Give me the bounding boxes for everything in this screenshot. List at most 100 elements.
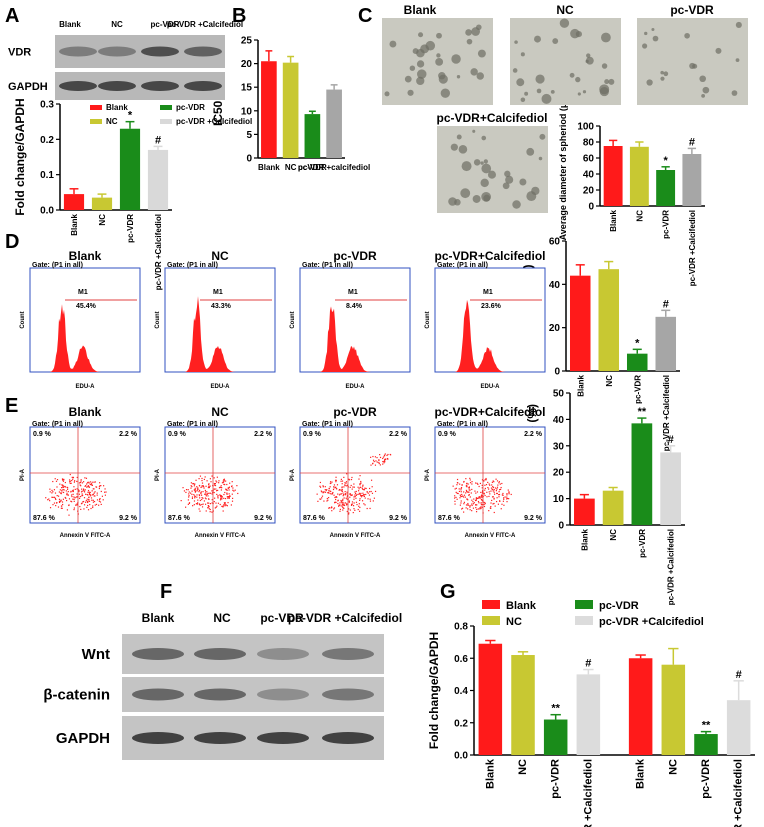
event-dot (498, 482, 500, 484)
event-dot (387, 458, 389, 460)
event-dot (333, 487, 335, 489)
event-dot (498, 489, 501, 491)
spheroid (575, 76, 581, 83)
event-dot (54, 478, 56, 480)
event-dot (220, 495, 222, 497)
event-dot (87, 486, 89, 488)
spheroid (644, 31, 648, 36)
event-dot (223, 483, 225, 485)
event-dot (508, 491, 510, 493)
event-dot (340, 501, 343, 503)
event-dot (214, 482, 216, 485)
event-dot (92, 501, 95, 503)
spheroid (570, 28, 580, 39)
event-dot (90, 497, 93, 499)
bar (628, 658, 653, 755)
event-dot (461, 507, 464, 509)
event-dot (343, 494, 345, 496)
event-dot (73, 509, 75, 511)
event-dot (469, 496, 471, 498)
event-dot (502, 494, 504, 496)
bar (304, 114, 321, 158)
plot-title: Blank (69, 405, 102, 419)
event-dot (476, 508, 478, 511)
spheroid (436, 32, 442, 39)
event-dot (91, 499, 93, 501)
spheroid (642, 43, 648, 49)
event-dot (465, 489, 468, 492)
event-dot (506, 501, 508, 503)
event-dot (469, 506, 471, 508)
event-dot (206, 493, 208, 495)
event-dot (207, 492, 209, 495)
event-dot (503, 497, 505, 499)
marker-label: M1 (348, 289, 358, 296)
event-dot (213, 501, 215, 503)
event-dot (226, 489, 228, 491)
event-dot (386, 454, 388, 457)
event-dot (469, 482, 472, 484)
legend-label: pc-VDR +Calcifediol (599, 616, 704, 628)
event-dot (343, 486, 345, 488)
event-dot (62, 485, 64, 487)
event-dot (492, 488, 494, 490)
event-dot (104, 494, 106, 496)
event-dot (90, 483, 93, 485)
event-dot (219, 494, 222, 497)
event-dot (196, 490, 198, 492)
event-dot (338, 505, 340, 507)
event-dot (80, 480, 82, 482)
event-dot (208, 502, 210, 504)
event-dot (223, 480, 225, 482)
marker-label: M1 (78, 289, 88, 296)
event-dot (98, 500, 100, 502)
event-dot (476, 497, 478, 500)
event-dot (340, 480, 342, 482)
event-dot (333, 508, 335, 510)
event-dot (480, 498, 483, 501)
event-dot (464, 496, 466, 498)
event-dot (346, 498, 348, 500)
x-tick-label: pc-VDR +Calcifediol (662, 375, 671, 451)
event-dot (475, 511, 478, 513)
event-dot (498, 493, 501, 496)
event-dot (223, 502, 226, 504)
event-dot (230, 504, 232, 506)
y-axis-label: Count (290, 311, 296, 328)
spheroid (440, 88, 450, 98)
event-dot (61, 491, 63, 493)
event-dot (369, 507, 371, 510)
event-dot (88, 493, 91, 496)
spheroid (534, 35, 541, 43)
event-dot (358, 505, 360, 507)
event-dot (367, 498, 369, 500)
event-dot (476, 482, 478, 484)
event-dot (370, 479, 373, 481)
event-dot (74, 497, 76, 499)
plot-title: Blank (69, 249, 102, 263)
event-dot (80, 491, 83, 493)
event-dot (495, 490, 498, 492)
x-axis-label: Annexin V FITC-A (330, 533, 381, 539)
event-dot (83, 490, 85, 492)
event-dot (201, 503, 203, 506)
event-dot (470, 492, 472, 494)
event-dot (467, 483, 469, 485)
event-dot (228, 489, 230, 491)
event-dot (351, 494, 353, 496)
event-dot (52, 491, 54, 493)
event-dot (344, 493, 346, 495)
event-dot (211, 475, 213, 477)
y-tick-label: 40 (549, 280, 561, 291)
spheroid (480, 178, 489, 188)
event-dot (217, 497, 219, 499)
spheroid (577, 92, 581, 96)
event-dot (223, 479, 225, 481)
event-dot (214, 484, 216, 486)
plot-frame (299, 426, 411, 524)
marker-percent: 8.4% (346, 303, 363, 310)
event-dot (223, 493, 225, 496)
event-dot (53, 489, 56, 491)
event-dot (205, 494, 207, 496)
bar (682, 154, 702, 206)
